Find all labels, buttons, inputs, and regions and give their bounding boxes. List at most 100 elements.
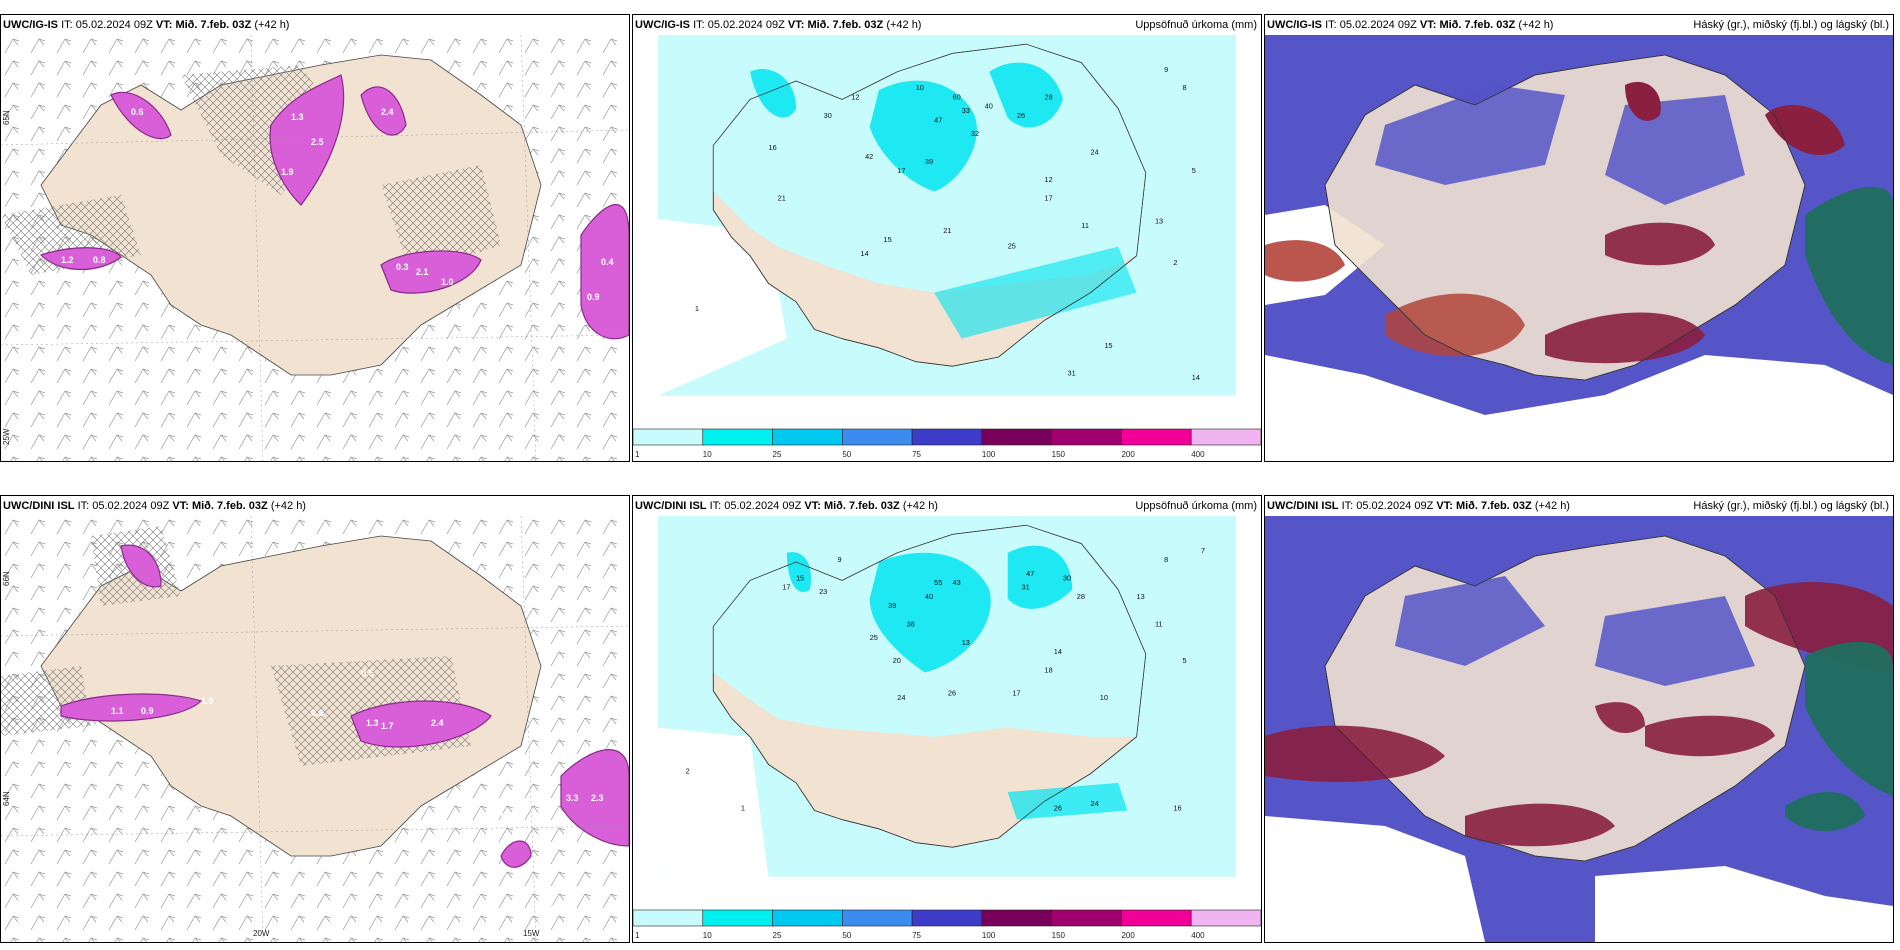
lon-label-15w: 15W — [523, 929, 540, 938]
precip-value: 23 — [819, 587, 827, 596]
precip-value: 8 — [1164, 555, 1168, 564]
panel-header: UWC/IG-IS IT: 05.02.2024 09Z VT: Mið. 7.… — [1, 15, 629, 35]
map-clouds — [1265, 516, 1893, 942]
snow-label: 0.9 — [587, 292, 600, 302]
legend-swatch — [1190, 428, 1261, 446]
it-label: IT: — [1341, 500, 1354, 512]
model-name: UWC/DINI ISL — [3, 500, 75, 512]
lat-label-66n: 66N — [2, 571, 11, 586]
model-name: UWC/IG-IS — [3, 19, 58, 31]
precip-value: 30 — [1063, 573, 1071, 582]
it-label: IT: — [77, 500, 90, 512]
valid-time: Mið. 7.feb. 03Z — [823, 500, 900, 512]
precip-value: 13 — [1137, 592, 1145, 601]
lead-time: (+42 h) — [254, 19, 290, 31]
snow-label: 2.4 — [381, 107, 394, 117]
legend-swatch — [981, 909, 1052, 927]
lead-time: (+42 h) — [886, 19, 922, 31]
legend-label: 25 — [773, 450, 782, 459]
panel-precip-top: UWC/IG-IS IT: 05.02.2024 09Z VT: Mið. 7.… — [632, 14, 1262, 462]
legend-label: 10 — [703, 450, 712, 459]
legend-swatch — [772, 428, 843, 446]
vt-label: VT: — [804, 500, 821, 512]
precip-value: 21 — [943, 226, 951, 235]
legend-swatch — [842, 428, 913, 446]
lead-time: (+42 h) — [1534, 500, 1570, 512]
precip-value: 11 — [1081, 221, 1089, 230]
precip-value: 24 — [1091, 799, 1099, 808]
precip-value: 1 — [695, 304, 699, 313]
panel-header: UWC/DINI ISL IT: 05.02.2024 09Z VT: Mið.… — [1265, 496, 1893, 516]
precip-value: 26 — [1054, 803, 1062, 812]
precip-value: 60 — [953, 92, 961, 101]
legend-label: 25 — [773, 931, 782, 940]
precip-value: 9 — [837, 555, 841, 564]
precip-value: 18 — [1045, 665, 1053, 674]
snow-label: 0.6 — [131, 107, 144, 117]
lat-label-25w: 25W — [2, 428, 11, 445]
precip-legend: 1 10 25 50 75 100 150 200 400 — [633, 908, 1261, 942]
precip-value: 33 — [962, 106, 970, 115]
snow-label: 0.8 — [93, 255, 106, 265]
legend-swatch — [702, 909, 773, 927]
legend-label: 400 — [1191, 931, 1205, 940]
snow-label: 0.4 — [601, 257, 614, 267]
legend-label: 100 — [982, 450, 996, 459]
lat-label-65n: 65N — [2, 110, 11, 125]
precip-value: 47 — [1026, 569, 1034, 578]
snow-label: 2.1 — [416, 267, 429, 277]
map-clouds — [1265, 35, 1893, 461]
precip-value: 39 — [925, 157, 933, 166]
legend-label: 100 — [982, 931, 996, 940]
valid-time: Mið. 7.feb. 03Z — [1455, 500, 1532, 512]
legend-label: 75 — [912, 450, 921, 459]
legend-swatch — [1121, 428, 1192, 446]
init-time: 05.02.2024 09Z — [75, 19, 153, 31]
precip-value: 5 — [1183, 656, 1187, 665]
snow-label: 1.7 — [381, 721, 394, 731]
precip-value: 20 — [893, 656, 901, 665]
precip-value: 38 — [907, 619, 915, 628]
legend-swatch — [1051, 909, 1122, 927]
lead-time: (+42 h) — [270, 500, 306, 512]
snow-label: 1.1 — [111, 706, 124, 716]
legend-label: 1 — [635, 931, 640, 940]
precip-value: 13 — [962, 638, 970, 647]
panel-subtitle: Háský (gr.), miðský (fj.bl.) og lágský (… — [1693, 19, 1889, 31]
panel-header: UWC/IG-IS IT: 05.02.2024 09Z VT: Mið. 7.… — [1265, 15, 1893, 35]
snow-label: 0.6 — [311, 708, 324, 718]
precip-value: 12 — [1045, 175, 1053, 184]
snow-label: 1.3 — [291, 112, 304, 122]
map-precip: 9 23 15 17 39 55 43 40 47 31 30 28 38 25… — [658, 516, 1236, 877]
legend-label: 150 — [1052, 931, 1066, 940]
precip-legend: 1 10 25 50 75 100 150 200 400 — [633, 427, 1261, 461]
vt-label: VT: — [172, 500, 189, 512]
precip-value: 32 — [971, 129, 979, 138]
precip-value: 55 — [934, 578, 942, 587]
panel-precip-bottom: UWC/DINI ISL IT: 05.02.2024 09Z VT: Mið.… — [632, 495, 1262, 943]
precip-value: 30 — [824, 111, 832, 120]
init-time: 05.02.2024 09Z — [707, 19, 785, 31]
valid-time: Mið. 7.feb. 03Z — [807, 19, 884, 31]
snow-label: 0.5 — [361, 668, 374, 678]
legend-label: 200 — [1121, 931, 1135, 940]
precip-value: 25 — [870, 633, 878, 642]
lead-time: (+42 h) — [902, 500, 938, 512]
legend-swatch — [842, 909, 913, 927]
snow-label: 1.9 — [281, 167, 294, 177]
precip-value: 15 — [1104, 341, 1112, 350]
snow-label: 1.2 — [61, 255, 74, 265]
precip-value: 28 — [1077, 592, 1085, 601]
precip-value: 13 — [1155, 217, 1163, 226]
precip-value: 40 — [925, 592, 933, 601]
legend-swatch — [1190, 909, 1261, 927]
init-time: 05.02.2024 09Z — [724, 500, 802, 512]
model-name: UWC/IG-IS — [635, 19, 690, 31]
panel-header: UWC/IG-IS IT: 05.02.2024 09Z VT: Mið. 7.… — [633, 15, 1261, 35]
init-time: 05.02.2024 09Z — [1356, 500, 1434, 512]
panel-snow-wind-top: UWC/IG-IS IT: 05.02.2024 09Z VT: Mið. 7.… — [0, 14, 630, 462]
vt-label: VT: — [1436, 500, 1453, 512]
precip-value: 10 — [916, 83, 924, 92]
legend-label: 50 — [842, 450, 851, 459]
panel-header: UWC/DINI ISL IT: 05.02.2024 09Z VT: Mið.… — [633, 496, 1261, 516]
